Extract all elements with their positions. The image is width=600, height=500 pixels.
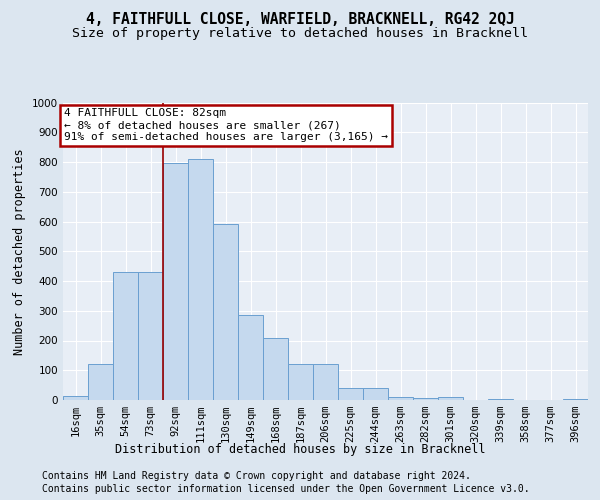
Text: Contains HM Land Registry data © Crown copyright and database right 2024.: Contains HM Land Registry data © Crown c… bbox=[42, 471, 471, 481]
Text: Contains public sector information licensed under the Open Government Licence v3: Contains public sector information licen… bbox=[42, 484, 530, 494]
Bar bbox=[213, 224, 238, 400]
Bar bbox=[438, 397, 463, 400]
Bar bbox=[288, 364, 313, 400]
Text: 4 FAITHFULL CLOSE: 82sqm
← 8% of detached houses are smaller (267)
91% of semi-d: 4 FAITHFULL CLOSE: 82sqm ← 8% of detache… bbox=[64, 108, 388, 142]
Bar bbox=[63, 396, 88, 400]
Bar bbox=[88, 364, 113, 400]
Bar bbox=[388, 397, 413, 400]
Y-axis label: Number of detached properties: Number of detached properties bbox=[13, 148, 26, 354]
Bar bbox=[263, 338, 288, 400]
Text: Distribution of detached houses by size in Bracknell: Distribution of detached houses by size … bbox=[115, 442, 485, 456]
Bar bbox=[238, 314, 263, 400]
Bar bbox=[488, 398, 513, 400]
Bar bbox=[313, 364, 338, 400]
Bar bbox=[163, 164, 188, 400]
Bar bbox=[413, 398, 438, 400]
Bar bbox=[363, 388, 388, 400]
Bar bbox=[188, 159, 213, 400]
Bar bbox=[113, 272, 138, 400]
Bar bbox=[138, 272, 163, 400]
Text: Size of property relative to detached houses in Bracknell: Size of property relative to detached ho… bbox=[72, 28, 528, 40]
Text: 4, FAITHFULL CLOSE, WARFIELD, BRACKNELL, RG42 2QJ: 4, FAITHFULL CLOSE, WARFIELD, BRACKNELL,… bbox=[86, 12, 514, 28]
Bar bbox=[563, 398, 588, 400]
Bar bbox=[338, 388, 363, 400]
